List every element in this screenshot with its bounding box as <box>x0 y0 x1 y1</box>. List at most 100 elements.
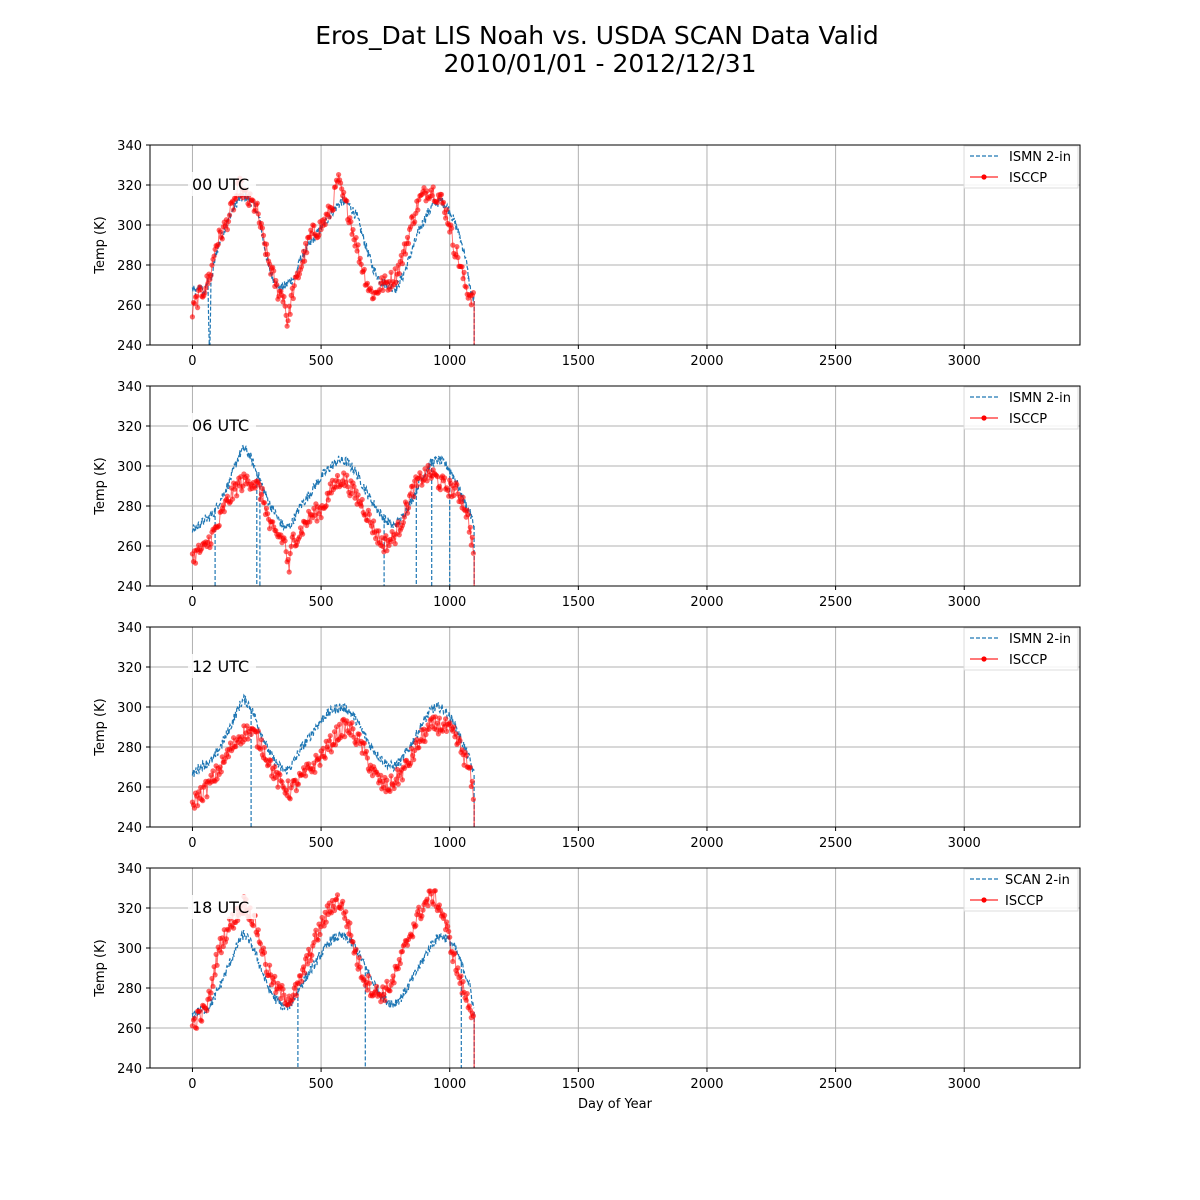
obs-point <box>309 952 315 959</box>
obs-point <box>402 251 409 257</box>
obs-point <box>470 1013 476 1019</box>
obs-point <box>408 224 414 230</box>
obs-point <box>217 229 223 235</box>
obs-point <box>399 948 405 955</box>
x-tick-label: 2500 <box>819 1077 852 1092</box>
obs-point <box>325 497 331 503</box>
x-tick-label: 1000 <box>433 354 466 369</box>
obs-point <box>287 796 293 802</box>
obs-point <box>422 738 428 745</box>
obs-point <box>351 483 357 490</box>
obs-point <box>436 715 442 721</box>
obs-point <box>303 240 309 246</box>
obs-point <box>281 294 287 300</box>
obs-point <box>330 207 336 213</box>
obs-point <box>380 778 386 785</box>
obs-point <box>307 519 313 525</box>
obs-point <box>334 892 341 898</box>
obs-point <box>250 923 256 929</box>
y-tick-label: 340 <box>117 139 142 154</box>
obs-point <box>298 978 305 984</box>
x-tick-label: 0 <box>188 595 196 610</box>
x-tick-label: 2500 <box>819 595 852 610</box>
obs-point <box>459 264 465 270</box>
obs-point <box>204 1008 210 1014</box>
obs-point <box>311 939 317 946</box>
obs-point <box>343 479 349 485</box>
obs-point <box>216 523 222 529</box>
obs-point <box>223 936 229 942</box>
obs-point <box>384 777 390 783</box>
obs-point <box>332 184 339 190</box>
y-tick-label: 280 <box>117 259 142 274</box>
obs-point <box>432 888 438 894</box>
obs-point <box>438 191 445 198</box>
obs-point <box>460 494 466 500</box>
obs-point <box>267 962 273 968</box>
panel-label-box <box>188 895 256 919</box>
obs-point <box>419 482 425 488</box>
obs-point <box>267 526 273 532</box>
obs-point <box>208 541 214 547</box>
obs-point <box>306 761 312 767</box>
obs-point <box>416 197 422 203</box>
obs-point <box>390 536 396 542</box>
obs-point <box>361 266 367 272</box>
obs-point <box>274 282 280 288</box>
obs-point <box>327 733 333 739</box>
axes-frame <box>149 144 1081 346</box>
obs-point <box>320 745 326 752</box>
obs-point <box>391 785 397 792</box>
legend-obs-marker <box>981 174 987 180</box>
obs-point <box>261 500 268 506</box>
obs-point <box>217 764 223 770</box>
y-tick-label: 260 <box>117 540 142 555</box>
obs-point <box>343 909 349 915</box>
obs-point <box>371 518 377 524</box>
legend: ISMN 2-in ISCCP <box>963 627 1079 671</box>
obs-point <box>306 946 312 952</box>
obs-point <box>380 287 386 293</box>
obs-point <box>422 466 428 472</box>
x-tick-label: 500 <box>309 836 334 851</box>
obs-point <box>439 728 446 734</box>
obs-point <box>393 776 399 782</box>
obs-point <box>465 511 471 518</box>
obs-point <box>260 945 267 951</box>
obs-point <box>277 772 283 778</box>
obs-point <box>220 943 226 950</box>
plot-area <box>189 693 476 827</box>
obs-point <box>322 221 328 228</box>
obs-point <box>230 496 236 502</box>
obs-point <box>312 932 318 938</box>
obs-point <box>373 988 379 994</box>
obs-point <box>278 995 284 1002</box>
panels: 0 500 1000 1500 2000 2500 30002402602803003203… <box>93 139 1081 1112</box>
obs-point <box>457 738 463 744</box>
obs-point <box>405 505 412 511</box>
y-tick-label: 320 <box>117 902 142 917</box>
obs-point <box>265 251 271 257</box>
obs-point <box>272 973 278 980</box>
obs-point <box>421 185 427 191</box>
obs-point <box>316 511 322 517</box>
obs-point <box>359 496 365 503</box>
obs-point <box>220 502 226 508</box>
obs-point <box>393 279 399 285</box>
panel-label: 12 UTC <box>192 657 249 676</box>
obs-point <box>212 972 218 978</box>
obs-point <box>205 281 211 287</box>
obs-point <box>311 223 317 229</box>
obs-point <box>268 271 274 277</box>
y-tick-label: 240 <box>117 821 142 836</box>
obs-point <box>442 912 448 918</box>
obs-point <box>197 1008 203 1015</box>
obs-point <box>349 490 355 497</box>
obs-point <box>266 761 272 768</box>
obs-point <box>285 556 291 563</box>
obs-point <box>321 216 327 222</box>
y-tick-label: 280 <box>117 982 142 997</box>
obs-point <box>430 184 436 190</box>
obs-point <box>350 227 356 233</box>
obs-point <box>259 225 265 231</box>
